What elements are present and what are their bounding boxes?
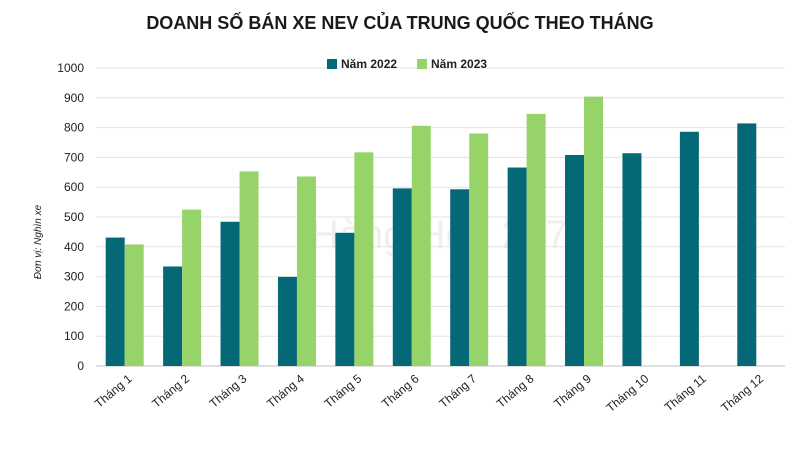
x-tick-label: Tháng 8 (494, 371, 537, 410)
x-tick-label: Tháng 5 (322, 371, 365, 410)
chart-title: DOANH SỐ BÁN XE NEV CỦA TRUNG QUỐC THEO … (146, 12, 653, 33)
y-tick-label: 100 (64, 329, 84, 343)
bar (335, 232, 355, 366)
bar (277, 276, 297, 366)
grid (96, 67, 785, 367)
x-tick-label: Tháng 3 (207, 371, 250, 410)
bar (296, 176, 316, 366)
bar (584, 96, 604, 366)
bar (354, 152, 374, 366)
bar (737, 123, 757, 366)
y-tick-label: 900 (64, 91, 84, 105)
bar (526, 113, 546, 366)
bar (124, 244, 144, 366)
y-tick-label: 800 (64, 121, 84, 135)
bar (392, 188, 412, 366)
legend: Năm 2022 Năm 2023 (327, 57, 487, 71)
y-tick-label: 500 (64, 210, 84, 224)
bar (105, 237, 125, 366)
y-tick-label: 700 (64, 150, 84, 164)
bar (450, 189, 470, 366)
y-tick-label: 600 (64, 180, 84, 194)
y-tick-label: 300 (64, 270, 84, 284)
bar (182, 209, 202, 366)
x-tick-label: Tháng 10 (604, 371, 652, 415)
bar (622, 153, 642, 366)
y-tick-label: 1000 (57, 61, 84, 75)
bar (220, 221, 240, 366)
bar (565, 155, 585, 366)
x-tick-label: Tháng 2 (149, 371, 192, 410)
y-tick-label: 0 (77, 359, 84, 373)
x-tick-label: Tháng 9 (551, 371, 594, 410)
bar (507, 167, 527, 366)
x-tick-label: Tháng 6 (379, 371, 422, 410)
y-axis-label: Đơn vị: Nghìn xe (33, 204, 44, 279)
y-tick-label: 200 (64, 299, 84, 313)
bar (239, 171, 259, 366)
legend-label: Năm 2023 (431, 57, 487, 71)
legend-swatch (327, 59, 337, 69)
x-tick-label: Tháng 1 (92, 371, 135, 410)
bars (105, 96, 757, 366)
x-tick-label: Tháng 4 (264, 371, 307, 410)
x-axis-ticks: Tháng 1 Tháng 2 Tháng 3 Tháng 4 Tháng 5 Tháng… (92, 371, 767, 415)
bar (679, 131, 699, 366)
bar (469, 133, 489, 366)
legend-swatch (417, 59, 427, 69)
y-tick-label: 400 (64, 240, 84, 254)
x-tick-label: Tháng 11 (662, 371, 709, 414)
x-tick-label: Tháng 12 (718, 371, 766, 415)
bar (163, 266, 183, 366)
y-axis-ticks: 0 100 200 300 400 500 600 700 800 900 1000 (57, 61, 84, 373)
x-tick-label: Tháng 7 (436, 371, 479, 410)
bar (411, 125, 431, 366)
legend-label: Năm 2022 (341, 57, 397, 71)
